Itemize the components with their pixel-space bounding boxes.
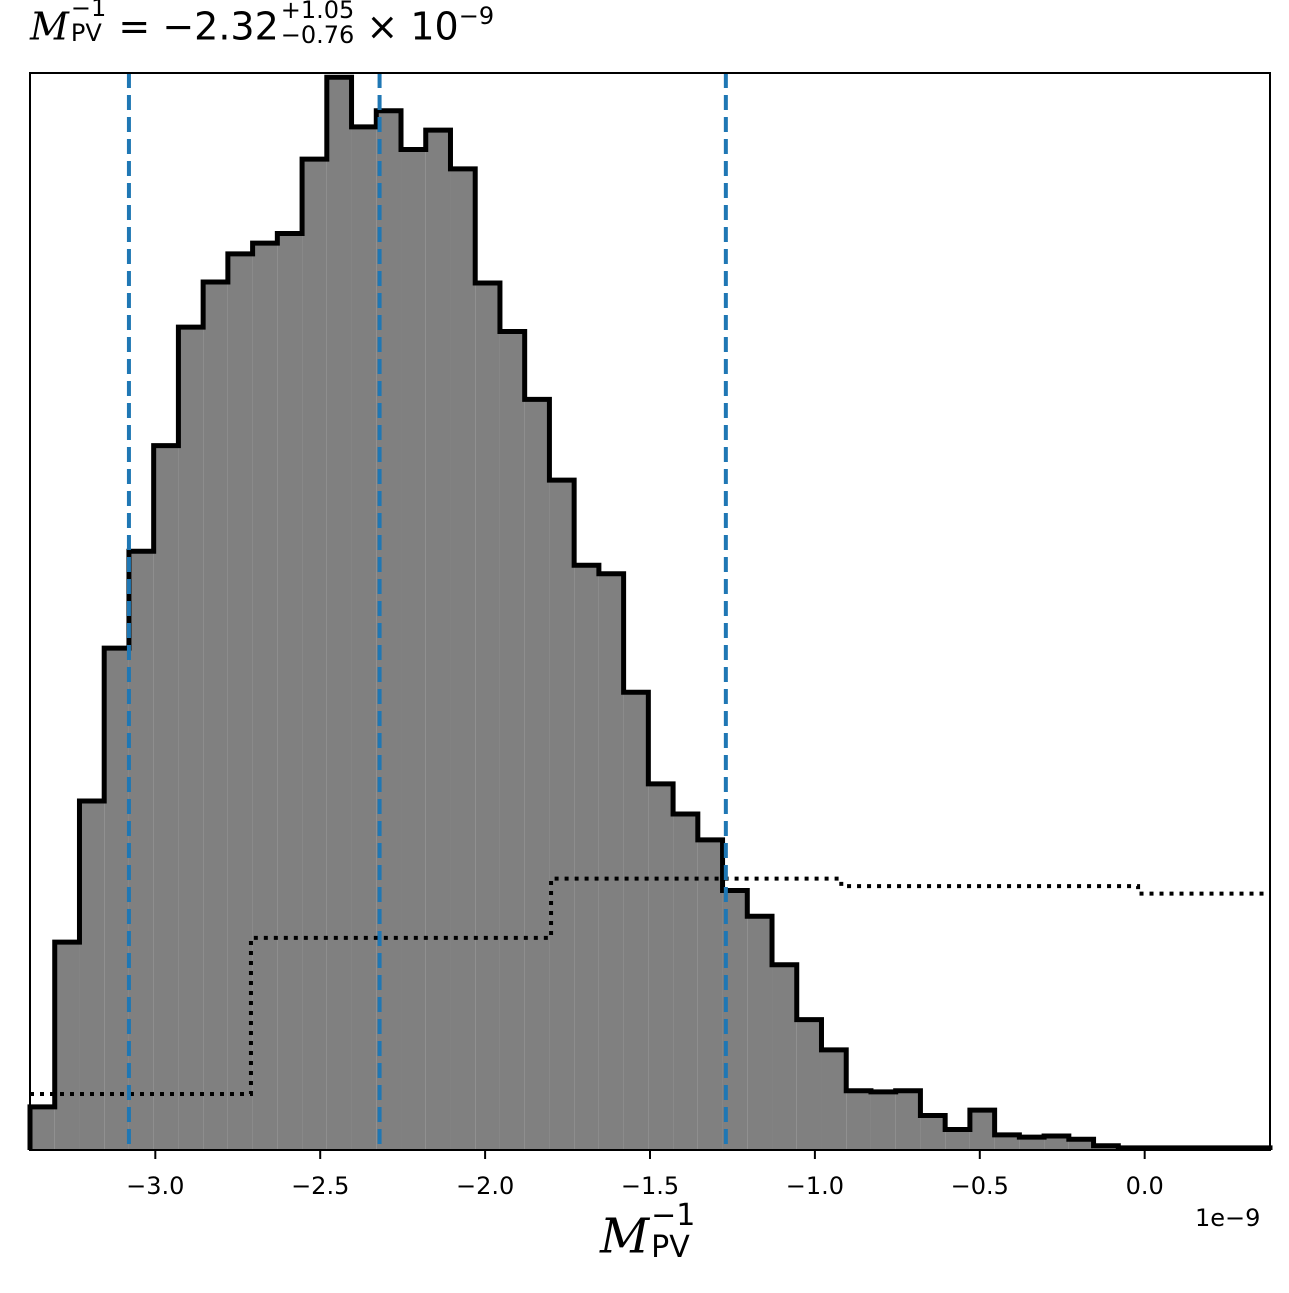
histogram-bar <box>326 77 352 1151</box>
x-tick-label: 0.0 <box>1126 1172 1164 1200</box>
histogram-bar <box>945 1129 970 1150</box>
histogram-bar <box>178 327 204 1150</box>
title-sup: −1 <box>70 0 107 22</box>
histogram-bar <box>648 783 674 1150</box>
histogram-bar <box>846 1090 871 1150</box>
histogram-bar <box>128 551 154 1150</box>
histogram-bar <box>54 942 80 1150</box>
xlabel-sub: PV <box>651 1229 690 1265</box>
x-axis-ticks: −3.0 −2.5 −2.0 −1.5 −1.0 −0.5 0.0 <box>126 1150 1164 1200</box>
histogram-bar <box>302 159 327 1150</box>
histogram-bar <box>450 168 476 1150</box>
histogram-bar <box>920 1115 946 1150</box>
histogram-bar <box>277 233 303 1150</box>
x-axis-offset-text: 1e−9 <box>1195 1204 1261 1232</box>
x-tick-label: −0.5 <box>951 1172 1009 1200</box>
histogram-bar <box>969 1110 995 1150</box>
histogram-bar <box>598 573 624 1150</box>
title-exponent: −9 <box>458 1 495 30</box>
histogram-bar <box>673 813 698 1150</box>
title-lower-error: −0.76 <box>280 21 355 50</box>
title-symbol: M <box>30 4 69 49</box>
histogram-bar <box>574 565 599 1150</box>
histogram-bar <box>994 1134 1020 1150</box>
histogram-bar <box>227 253 253 1150</box>
histogram-bars <box>27 74 1273 1151</box>
histogram-bar <box>401 149 426 1151</box>
x-tick-label: −2.0 <box>456 1172 514 1200</box>
x-tick-label: −3.0 <box>126 1172 184 1200</box>
histogram-bar <box>351 126 377 1151</box>
histogram-bar <box>524 399 550 1150</box>
histogram-bar <box>499 331 525 1151</box>
histogram-bar <box>796 1019 822 1150</box>
histogram-bar <box>203 281 228 1150</box>
histogram-bar <box>870 1091 896 1150</box>
prior-step-line <box>30 876 1270 1096</box>
chart-title: M −1 PV = −2.32 +1.05 −0.76 × 10−9 <box>30 0 495 54</box>
xlabel-sup: −1 <box>651 1198 696 1233</box>
xlabel-symbol: M <box>600 1208 650 1265</box>
histogram-bar <box>549 480 575 1151</box>
histogram-bar <box>153 445 179 1151</box>
histogram-bar <box>252 243 278 1150</box>
histogram-bar <box>104 648 129 1150</box>
title-upper-error: +1.05 <box>280 0 355 24</box>
histogram-bar <box>425 130 451 1150</box>
histogram-bar <box>79 801 105 1150</box>
histogram-bar <box>623 692 649 1150</box>
histogram-bar <box>747 916 773 1150</box>
histogram-bar <box>895 1090 921 1150</box>
histogram-bar <box>697 839 723 1150</box>
x-axis-label: M −1 PV <box>600 1200 695 1271</box>
x-tick-label: −1.0 <box>786 1172 844 1200</box>
title-value: = −2.32 <box>118 4 279 49</box>
histogram-bar <box>1068 1139 1094 1150</box>
x-tick-label: −1.5 <box>621 1172 679 1200</box>
histogram-bar <box>475 283 500 1150</box>
histogram-bar <box>772 964 797 1150</box>
title-multiplier: × 10 <box>366 4 459 49</box>
quantile-lines <box>126 73 728 1150</box>
prior-line <box>30 876 1270 1096</box>
histogram-bar <box>30 1106 55 1150</box>
title-sub: PV <box>70 19 102 48</box>
x-tick-label: −2.5 <box>291 1172 349 1200</box>
histogram-bar <box>1044 1135 1069 1150</box>
histogram-outline <box>27 74 1273 1151</box>
histogram-bar <box>1019 1137 1045 1150</box>
histogram-bar <box>821 1049 847 1150</box>
